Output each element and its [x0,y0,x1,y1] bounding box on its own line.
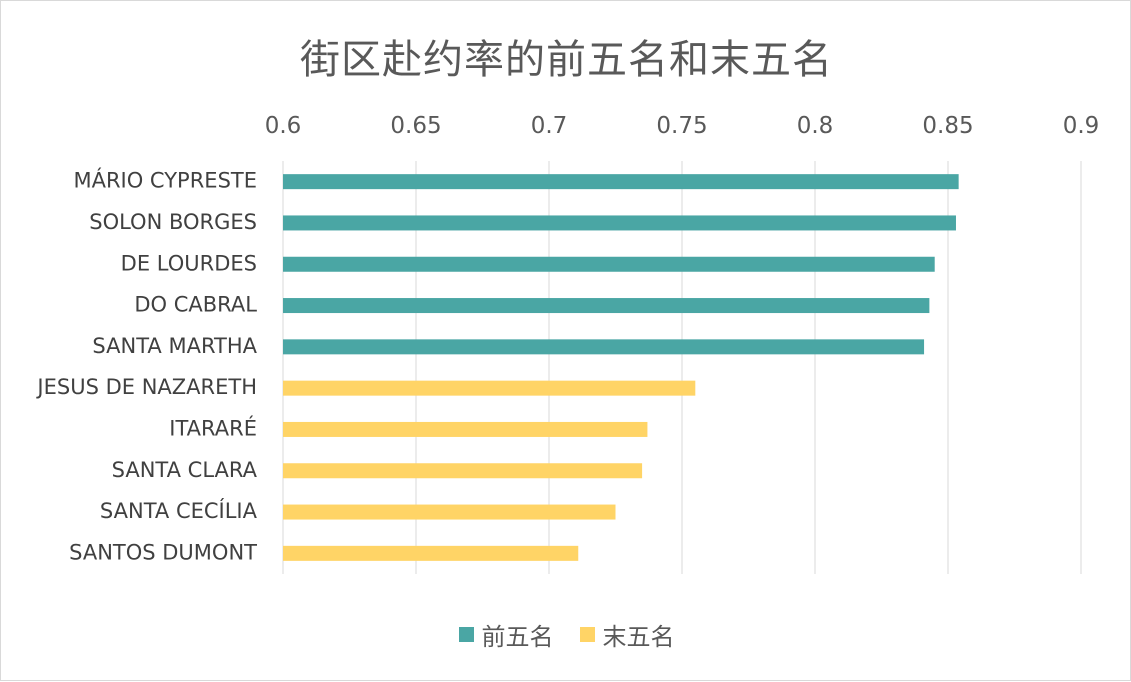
bar-top5 [283,174,959,190]
x-tick-label: 0.75 [656,113,707,139]
y-category-label: MÁRIO CYPRESTE [73,168,257,193]
bar-top5 [283,215,956,231]
bar-top5 [283,256,935,272]
y-category-label: SANTA MARTHA [92,334,257,358]
legend-swatch-bottom5 [579,627,595,642]
x-tick-label: 0.9 [1063,113,1100,139]
chart-title: 街区赴约率的前五名和末五名 [300,37,833,83]
y-category-label: SANTOS DUMONT [69,540,257,564]
y-category-label: SANTA CECÍLIA [100,498,258,523]
y-category-label: JESUS DE NAZARETH [35,375,257,399]
legend-item-top5: 前五名 [458,617,554,652]
legend-label-bottom5: 末五名 [602,623,675,651]
x-tick-label: 0.65 [390,113,441,139]
y-category-label: DE LOURDES [121,251,257,275]
legend-swatch-top5 [458,627,474,642]
x-tick-label: 0.85 [922,113,973,139]
y-category-label: DO CABRAL [134,293,257,317]
bar-bottom5 [283,504,616,520]
bar-top5 [283,298,930,314]
bar-bottom5 [283,421,648,437]
x-tick-label: 0.6 [265,113,302,139]
legend-label-top5: 前五名 [481,623,554,651]
bar-bottom5 [283,380,696,396]
bar-bottom5 [283,463,643,479]
legend-item-bottom5: 末五名 [579,617,675,652]
x-tick-label: 0.8 [797,113,834,139]
x-tick-label: 0.7 [531,113,568,139]
y-category-label: ITARARÉ [169,415,257,440]
y-category-label: SANTA CLARA [112,458,258,482]
chart-legend: 前五名 末五名 [1,617,1131,652]
bar-bottom5 [283,545,579,561]
y-category-label: SOLON BORGES [89,210,257,234]
bar-top5 [283,339,925,355]
